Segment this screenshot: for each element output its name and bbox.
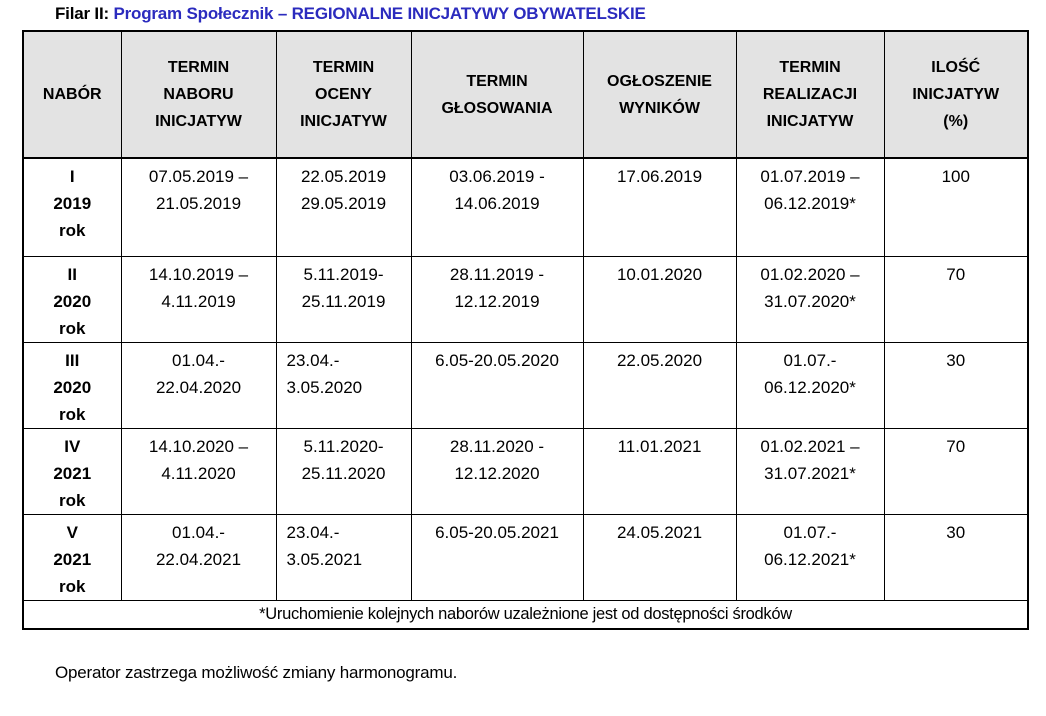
table-cell: 01.07.2019 – 06.12.2019*	[735, 157, 885, 257]
table-footnote-row: *Uruchomienie kolejnych naborów uzależni…	[22, 599, 1029, 630]
footnote-cell: *Uruchomienie kolejnych naborów uzależni…	[22, 599, 1029, 630]
table-cell: 23.04.- 3.05.2020	[275, 341, 412, 429]
table-row-nabor-2: II 2020 rok 14.10.2019 – 4.11.2019 5.11.…	[22, 255, 1029, 343]
table-cell: 23.04.- 3.05.2021	[275, 513, 412, 601]
table-row-nabor-4: IV 2021 rok 14.10.2020 – 4.11.2020 5.11.…	[22, 427, 1029, 515]
table-cell: 11.01.2021	[582, 427, 737, 515]
table-cell: 14.10.2020 – 4.11.2020	[120, 427, 277, 515]
header-cell-ilosc-inicjatyw: ILOŚĆ INICJATYW (%)	[883, 30, 1029, 159]
header-cell-nabor: NABÓR	[22, 30, 122, 159]
schedule-table: NABÓR TERMIN NABORU INICJATYW TERMIN OCE…	[22, 30, 1029, 630]
nabor-cell: I 2019 rok	[22, 157, 122, 257]
nabor-cell: II 2020 rok	[22, 255, 122, 343]
table-cell: 22.05.2020	[582, 341, 737, 429]
nabor-cell: V 2021 rok	[22, 513, 122, 601]
table-cell: 01.02.2021 – 31.07.2021*	[735, 427, 885, 515]
table-cell: 28.11.2020 - 12.12.2020	[410, 427, 584, 515]
table-cell: 100	[883, 157, 1029, 257]
table-cell: 28.11.2019 - 12.12.2019	[410, 255, 584, 343]
table-row-nabor-1: I 2019 rok 07.05.2019 – 21.05.2019 22.05…	[22, 157, 1029, 257]
table-header-row: NABÓR TERMIN NABORU INICJATYW TERMIN OCE…	[22, 30, 1029, 159]
table-cell: 24.05.2021	[582, 513, 737, 601]
header-cell-termin-oceny: TERMIN OCENY INICJATYW	[275, 30, 412, 159]
table-cell: 6.05-20.05.2020	[410, 341, 584, 429]
table-cell: 17.06.2019	[582, 157, 737, 257]
table-row-nabor-5: V 2021 rok 01.04.- 22.04.2021 23.04.- 3.…	[22, 513, 1029, 601]
table-cell: 01.04.- 22.04.2021	[120, 513, 277, 601]
nabor-cell: III 2020 rok	[22, 341, 122, 429]
table-cell: 70	[883, 255, 1029, 343]
table-cell: 5.11.2020- 25.11.2020	[275, 427, 412, 515]
table-cell: 30	[883, 341, 1029, 429]
table-cell: 01.02.2020 – 31.07.2020*	[735, 255, 885, 343]
page-title: Filar II: Program Społecznik – REGIONALN…	[55, 4, 646, 24]
page-title-prefix: Filar II:	[55, 4, 114, 23]
table-cell: 01.07.- 06.12.2020*	[735, 341, 885, 429]
table-cell: 70	[883, 427, 1029, 515]
table-cell: 30	[883, 513, 1029, 601]
table-cell: 6.05-20.05.2021	[410, 513, 584, 601]
table-cell: 01.07.- 06.12.2021*	[735, 513, 885, 601]
table-cell: 10.01.2020	[582, 255, 737, 343]
table-cell: 5.11.2019- 25.11.2019	[275, 255, 412, 343]
table-cell: 01.04.- 22.04.2020	[120, 341, 277, 429]
header-cell-termin-naboru: TERMIN NABORU INICJATYW	[120, 30, 277, 159]
table-row-nabor-3: III 2020 rok 01.04.- 22.04.2020 23.04.- …	[22, 341, 1029, 429]
table-cell: 22.05.2019 29.05.2019	[275, 157, 412, 257]
header-cell-termin-realizacji: TERMIN REALIZACJI INICJATYW	[735, 30, 885, 159]
page-title-program-name: Program Społecznik – REGIONALNE INICJATY…	[113, 4, 646, 23]
table-cell: 07.05.2019 – 21.05.2019	[120, 157, 277, 257]
nabor-cell: IV 2021 rok	[22, 427, 122, 515]
header-cell-ogloszenie-wynikow: OGŁOSZENIE WYNIKÓW	[582, 30, 737, 159]
table-cell: 14.10.2019 – 4.11.2019	[120, 255, 277, 343]
header-cell-termin-glosowania: TERMIN GŁOSOWANIA	[410, 30, 584, 159]
table-cell: 03.06.2019 - 14.06.2019	[410, 157, 584, 257]
operator-note: Operator zastrzega możliwość zmiany harm…	[55, 663, 458, 682]
